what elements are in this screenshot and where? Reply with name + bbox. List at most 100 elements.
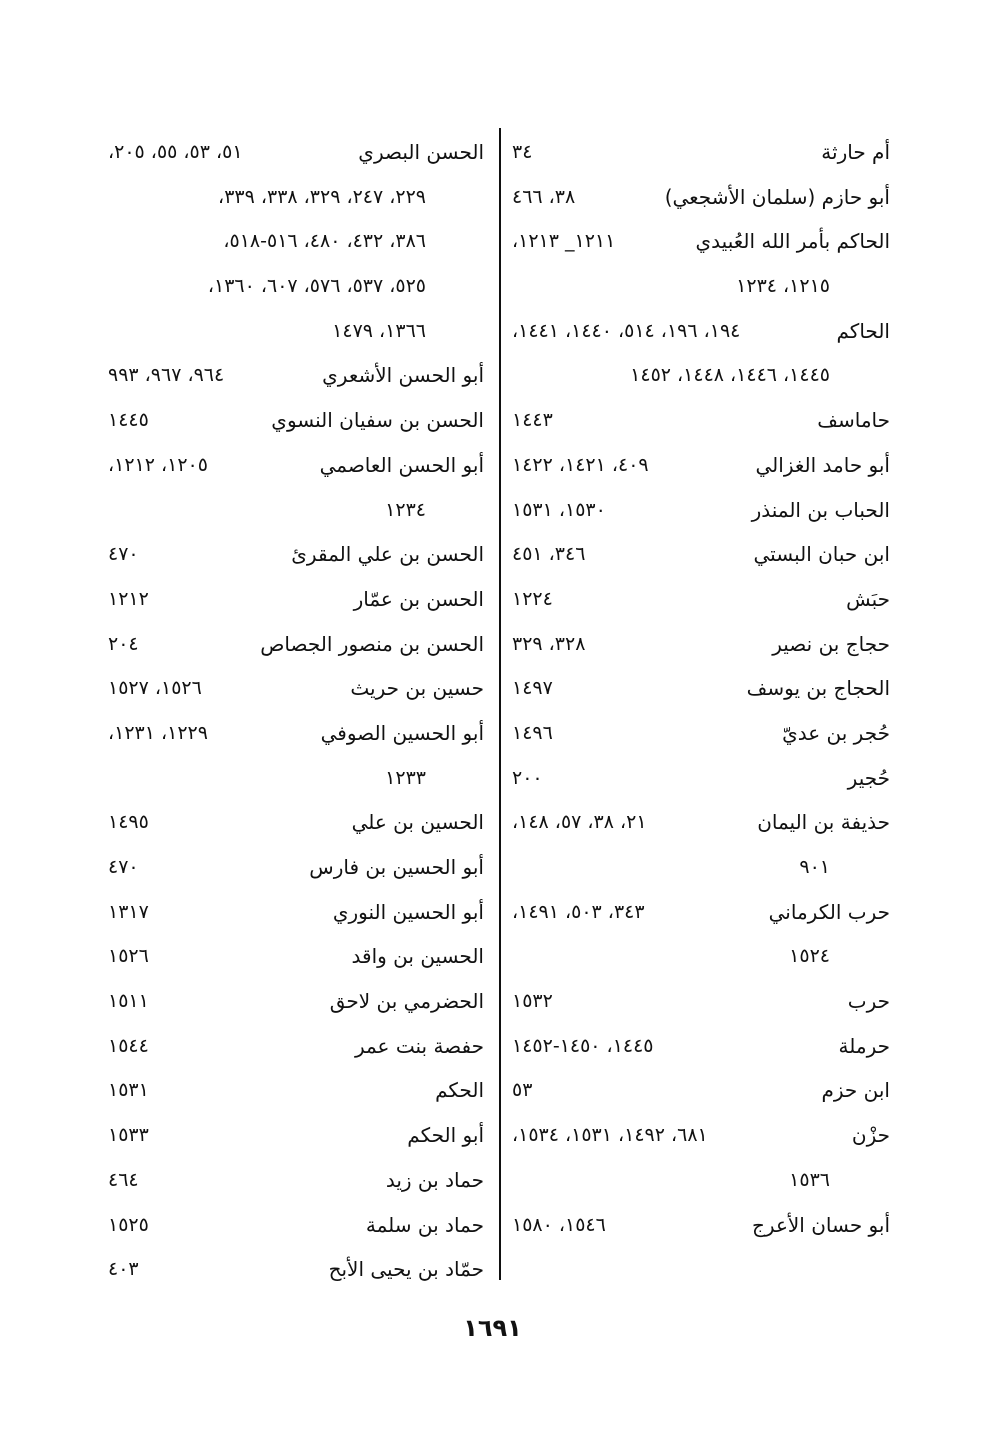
entry-name: أم حارثة [821,140,890,164]
entry-name: الحضرمي بن لاحق [329,989,484,1014]
entry-page-refs: ١٢١١_ ١٢١٣، [512,230,616,253]
entry-page-refs: ٢٠٤ [108,632,139,655]
entry-page-refs: ٤٠٩، ١٤٢١، ١٤٢٢ [512,453,649,476]
entry-page-refs: ٤٧٠ [108,543,139,566]
entry-name: ابن حبان البستي [753,542,890,567]
index-entry: حُجير ٢٠٠ [512,756,890,801]
index-entry: أبو الحسين بن فارس ٤٧٠ [108,845,484,890]
index-entry: أبو الحسن العاصمي ١٢٠٥، ١٢١٢، [108,443,484,488]
entry-name: الحجاج بن يوسف [746,676,890,701]
entry-name: أبو الحسن العاصمي [319,452,484,477]
index-entry: الحباب بن المنذر ١٥٣٠، ١٥٣١ [512,488,890,533]
entry-page-refs: ١٥٣٦ [789,1168,830,1191]
entry-page-refs: ١٥٣١ [108,1079,149,1102]
entry-page-refs: ٣٨٦، ٤٣٢، ٤٨٠، ٥١٦-٥١٨، [223,230,426,253]
entry-page-refs: ١٢٠٥، ١٢١٢، [108,453,208,476]
entry-name: الحسن بن علي المقرئ [291,542,484,567]
index-entry: أبو الحسين النوري ١٣١٧ [108,890,484,935]
index-entry: حاماسف ١٤٤٣ [512,398,890,443]
entry-page-refs: ١٩٤، ١٩٦، ٥١٤، ١٤٤٠، ١٤٤١، [512,319,741,342]
index-entry: الحسن بن سفيان النسوي ١٤٤٥ [108,398,484,443]
entry-name: الحسن بن سفيان النسوي [271,408,484,433]
entry-page-refs: ١٤٩٧ [512,677,553,700]
entry-page-refs: ٣٤ [512,141,533,163]
index-entry: الحاكم بأمر الله العُبيدي ١٢١١_ ١٢١٣، [512,219,890,264]
entry-name: ابن حزم [821,1078,891,1103]
entry-name: الحسن بن عمّار [353,586,484,611]
entry-name: حرب [847,989,890,1014]
entry-page-refs: ٣٤٦، ٤٥١ [512,543,586,566]
entry-page-refs: ٢٢٩، ٢٤٧، ٣٢٩، ٣٣٨، ٣٣٩، [218,185,426,208]
entry-name: أبو حازم (سلمان الأشجعي) [664,184,890,209]
index-entry: الحسين بن علي ١٤٩٥ [108,800,484,845]
entry-page-refs: ١٣١٧ [108,900,149,923]
entry-name: أبو الحسين الصوفي [320,720,484,745]
index-entry: حبَش ١٢٢٤ [512,577,890,622]
index-entry: الحسن بن منصور الجصاص ٢٠٤ [108,622,484,667]
entry-page-refs: ١٢٢٤ [512,587,553,610]
index-entry: حماد بن سلمة ١٥٢٥ [108,1203,484,1248]
entry-page-refs: ١٥٣٣ [108,1124,149,1147]
index-entry: أبو الحكم ١٥٣٣ [108,1113,484,1158]
entry-page-refs: ١٣٦٦، ١٤٧٩ [332,319,426,342]
entry-name: الحسين بن علي [351,810,484,835]
entry-page-refs: ٥١، ٥٣، ٥٥، ٢٠٥، [108,141,243,163]
entry-name: الحاكم [836,318,891,343]
index-entry: حفصة بنت عمر ١٥٤٤ [108,1024,484,1069]
index-entry: حرملة ١٤٤٥، ١٤٥٠-١٤٥٢ [512,1024,890,1069]
entry-page-refs: ٢١، ٣٨، ٥٧، ١٤٨، [512,811,647,834]
index-entry-continuation: ١٢١٥، ١٢٣٤ [512,264,890,309]
index-entry: الحسين بن واقد ١٥٢٦ [108,934,484,979]
entry-name: أبو الحسين بن فارس [309,855,484,879]
index-entry: حذيفة بن اليمان ٢١، ٣٨، ٥٧، ١٤٨، [512,800,890,845]
entry-name: أبو الحسن الأشعري [322,363,484,388]
entry-page-refs: ٤٦٤ [108,1168,139,1191]
entry-page-refs: ١٥٣٠، ١٥٣١ [512,498,606,521]
entry-name: حفصة بنت عمر [354,1033,484,1058]
index-entry: حرب الكرماني ٣٤٣، ٥٠٣، ١٤٩١، [512,890,890,935]
entry-page-refs: ١٢١٢ [108,587,149,610]
entry-page-refs: ١٤٩٦ [512,721,553,744]
entry-name: حرملة [838,1033,890,1058]
index-column-right: أم حارثة ٣٤ أبو حازم (سلمان الأشجعي) ٣٨، ٤٦… [512,130,890,1247]
index-entry-continuation: ١٣٦٦، ١٤٧٩ [108,309,484,354]
entry-name: حُجر بن عديّ [782,720,890,745]
index-entry: الحسن بن علي المقرئ ٤٧٠ [108,532,484,577]
entry-page-refs: ١٥٢٥ [108,1213,149,1236]
index-entry-continuation: ٩٠١ [512,845,890,890]
index-entry: أبو حامد الغزالي ٤٠٩، ١٤٢١، ١٤٢٢ [512,443,890,488]
entry-page-refs: ١٥٤٦، ١٥٨٠ [512,1213,606,1236]
index-entry: أبو الحسين الصوفي ١٢٢٩، ١٢٣١، [108,711,484,756]
entry-name: حجاج بن نصير [772,631,890,656]
entry-name: حذيفة بن اليمان [757,810,890,835]
entry-name: حرب الكرماني [768,899,890,924]
index-entry: حمّاد بن يحيى الأبح ٤٠٣ [108,1247,484,1292]
entry-page-refs: ٦٨١، ١٤٩٢، ١٥٣١، ١٥٣٤، [512,1124,708,1147]
entry-name: حماد بن سلمة [365,1212,484,1237]
entry-page-refs: ١٥٢٦ [108,945,149,968]
column-divider [499,128,501,1280]
index-entry: حجاج بن نصير ٣٢٨، ٣٢٩ [512,622,890,667]
entry-name: حزْن [851,1123,890,1148]
entry-page-refs: ٥٢٥، ٥٣٧، ٥٧٦، ٦٠٧، ١٣٦٠، [207,275,426,298]
entry-name: حاماسف [817,408,890,433]
index-entry: الحضرمي بن لاحق ١٥١١ [108,979,484,1024]
entry-page-refs: ١٥٢٤ [789,945,830,968]
entry-name: حبَش [846,586,890,611]
entry-page-refs: ٤٧٠ [108,856,139,878]
index-entry: حسين بن حريث ١٥٢٦، ١٥٢٧ [108,666,484,711]
index-entry: ابن حزم ٥٣ [512,1068,890,1113]
index-entry: ابن حبان البستي ٣٤٦، ٤٥١ [512,532,890,577]
entry-page-refs: ١٤٤٣ [512,409,553,432]
entry-page-refs: ٣٤٣، ٥٠٣، ١٤٩١، [512,900,645,923]
entry-name: حسين بن حريث [350,676,484,701]
entry-name: الحباب بن المنذر [751,497,890,522]
entry-page-refs: ١٢٣٤ [385,498,426,521]
entry-page-refs: ٢٠٠ [512,766,543,789]
index-column-left: الحسن البصري ٥١، ٥٣، ٥٥، ٢٠٥، ٢٢٩، ٢٤٧، ٣٢… [108,130,484,1292]
entry-page-refs: ١٥٣٢ [512,990,553,1013]
entry-page-refs: ٣٢٨، ٣٢٩ [512,632,586,655]
entry-name: حُجير [847,765,890,790]
entry-page-refs: ١٤٤٥، ١٤٤٦، ١٤٤٨، ١٤٥٢ [630,364,830,387]
entry-page-refs: ١٢٣٣ [385,766,426,789]
